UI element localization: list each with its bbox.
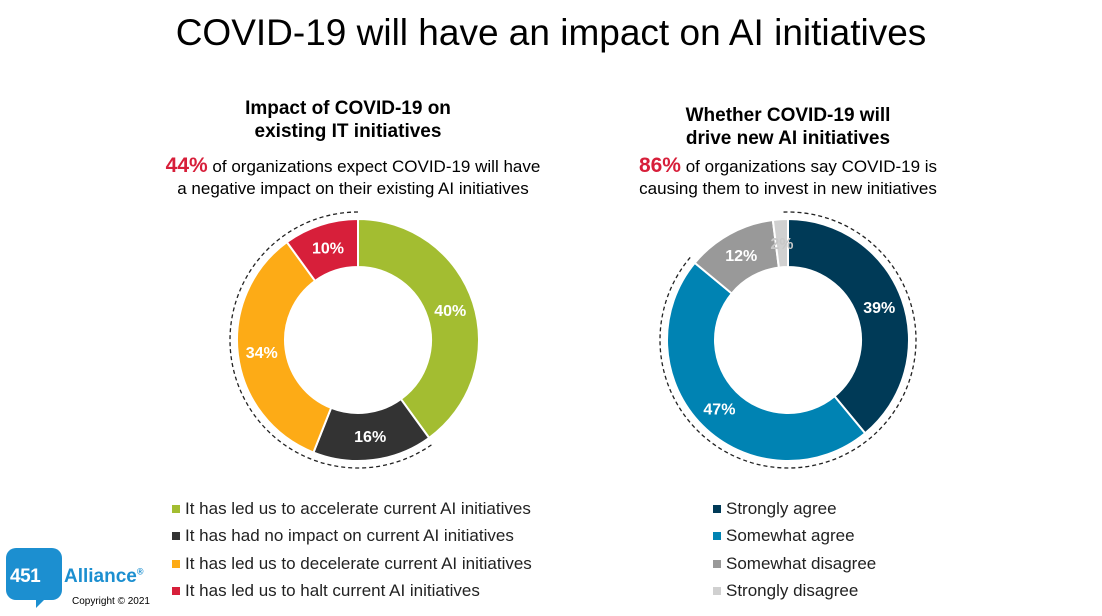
data-label-it-has-had-no-impact-on-current-ai-initiatives: 16%: [354, 429, 386, 446]
data-label-it-has-led-us-to-decelerate-current-ai-initiatives: 34%: [246, 345, 278, 362]
legend-swatch: [713, 532, 721, 541]
legend-swatch: [172, 532, 180, 541]
chart-1-title-line-1: Impact of COVID-19 on: [245, 98, 451, 119]
chart-1-legend: It has led us to accelerate current AI i…: [172, 495, 532, 605]
legend-item-somewhat-agree: Somewhat agree: [713, 523, 876, 551]
legend-swatch: [713, 559, 721, 568]
donut-slice-it-has-led-us-to-decelerate-current-ai-initiatives: [236, 240, 333, 454]
donut-slice-strongly-agree: [787, 217, 910, 435]
legend-label: It has had no impact on current AI initi…: [185, 526, 514, 546]
chart-1-title-line-2: existing IT initiatives: [254, 121, 442, 142]
donut-slice-it-has-led-us-to-accelerate-current-ai-initiatives: [357, 217, 480, 440]
chart-1-donut: 40% 16% 34% 10%: [229, 211, 480, 469]
legend-swatch: [713, 504, 721, 513]
legend-swatch: [172, 504, 180, 513]
chart-2-title: Whether COVID-19 will drive new AI initi…: [588, 104, 988, 150]
legend-label: Somewhat disagree: [726, 553, 877, 573]
logo-number: 451: [10, 566, 41, 587]
logo-word-text: Alliance: [64, 566, 137, 587]
donut-slice-strongly-disagree: [771, 217, 789, 269]
logo-registered-mark: ®: [136, 566, 144, 577]
chart-2-subtitle: 86% of organizations say COVID-19 is cau…: [588, 155, 988, 200]
chart-1-subtitle-line-1: of organizations expect COVID-19 will ha…: [207, 157, 541, 176]
legend-item-it-has-led-us-to-accelerate-current-ai-initiatives: It has led us to accelerate current AI i…: [172, 495, 532, 523]
data-label-strongly-disagree: 2%: [770, 236, 793, 253]
legend-item-strongly-disagree: Strongly disagree: [713, 578, 876, 606]
chart-2-highlight: 86%: [638, 154, 681, 177]
legend-label: Somewhat agree: [726, 526, 855, 546]
legend-swatch: [713, 587, 721, 596]
legend-label: It has led us to halt current AI initiat…: [185, 581, 480, 601]
legend-item-it-has-had-no-impact-on-current-ai-initiatives: It has had no impact on current AI initi…: [172, 523, 532, 551]
chart-1-title: Impact of COVID-19 on existing IT initia…: [148, 97, 548, 143]
legend-item-it-has-led-us-to-halt-current-ai-initiatives: It has led us to halt current AI initiat…: [172, 578, 532, 606]
legend-item-it-has-led-us-to-decelerate-current-ai-initiatives: It has led us to decelerate current AI i…: [172, 550, 532, 578]
data-label-strongly-agree: 39%: [863, 300, 895, 317]
legend-item-somewhat-disagree: Somewhat disagree: [713, 550, 876, 578]
logo-bubble-tail: [36, 596, 48, 608]
legend-label: It has led us to decelerate current AI i…: [185, 553, 532, 573]
page-title: COVID-19 will have an impact on AI initi…: [175, 12, 927, 53]
donut-slice-somewhat-agree: [666, 261, 867, 462]
data-label-somewhat-agree: 47%: [703, 402, 735, 419]
legend-item-strongly-agree: Strongly agree: [713, 495, 876, 523]
chart-2-donut: 39% 47% 12% 2%: [659, 211, 917, 469]
data-label-somewhat-disagree: 12%: [725, 248, 757, 265]
logo-word: Alliance®: [64, 566, 144, 588]
chart-1-subtitle-line-2: a negative impact on their existing AI i…: [177, 179, 529, 198]
legend-label: Strongly agree: [726, 498, 837, 518]
chart-1-subtitle: 44% of organizations expect COVID-19 wil…: [148, 155, 558, 200]
legend-label: Strongly disagree: [726, 581, 859, 601]
chart-2-title-line-1: Whether COVID-19 will: [685, 105, 891, 126]
donut-slice-it-has-led-us-to-halt-current-ai-initiatives: [285, 217, 359, 283]
data-label-it-has-led-us-to-halt-current-ai-initiatives: 10%: [312, 241, 344, 258]
logo-speech-bubble: [6, 548, 62, 600]
legend-label: It has led us to accelerate current AI i…: [185, 498, 531, 518]
451-alliance-logo: 451 Alliance® Copyright © 2021: [2, 546, 162, 612]
chart-2-legend: Strongly agree Somewhat agree Somewhat dis…: [713, 495, 876, 605]
chart-2-title-line-2: drive new AI initiatives: [685, 128, 891, 149]
legend-swatch: [172, 587, 180, 596]
data-label-it-has-led-us-to-accelerate-current-ai-initiatives: 40%: [434, 303, 466, 320]
chart-1-highlight: 44%: [165, 154, 208, 177]
chart-2-subtitle-line-1: of organizations say COVID-19 is: [680, 157, 938, 176]
legend-swatch: [172, 559, 180, 568]
copyright-text: Copyright © 2021: [72, 596, 150, 607]
dashed-highlight-arc: [229, 211, 432, 469]
chart-2-subtitle-line-2: causing them to invest in new initiative…: [639, 179, 937, 198]
